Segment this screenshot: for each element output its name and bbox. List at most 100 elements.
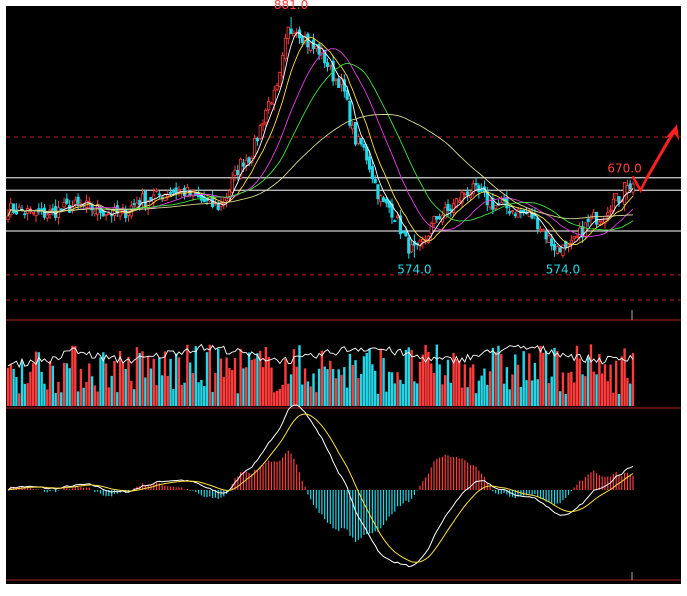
volume-bar <box>528 353 531 406</box>
volume-bar <box>533 362 537 406</box>
volume-bar <box>301 384 304 406</box>
candle-body <box>171 190 175 193</box>
volume-bar <box>166 375 169 406</box>
volume-bar <box>74 346 77 406</box>
candle-body <box>225 197 229 202</box>
candle-body <box>227 190 232 198</box>
volume-bar <box>46 389 49 406</box>
volume-bar <box>362 356 366 406</box>
candle-body <box>104 214 108 217</box>
volume-bar <box>368 348 371 406</box>
volume-bar <box>399 379 402 406</box>
candle-body <box>409 244 414 253</box>
candle-body <box>404 231 408 237</box>
candle-body <box>376 184 380 200</box>
volume-bar <box>312 373 315 406</box>
candle-body <box>552 244 557 251</box>
volume-bar <box>180 384 183 406</box>
candle-body <box>12 203 16 213</box>
candle-body <box>580 226 585 238</box>
candle-body <box>253 137 257 157</box>
candle-body <box>65 198 69 204</box>
volume-bar <box>497 345 500 406</box>
candle-body <box>31 212 35 214</box>
candle-body <box>314 46 318 49</box>
volume-bar <box>600 373 604 406</box>
candle-body <box>449 208 453 212</box>
candle-body <box>488 200 492 208</box>
candle-body <box>281 55 285 77</box>
volume-bar <box>172 389 175 406</box>
volume-bar <box>225 357 228 406</box>
candle-body <box>222 202 226 205</box>
candle-body <box>23 213 27 216</box>
volume-bar <box>289 374 293 406</box>
volume-bar <box>480 375 483 406</box>
candle-body <box>561 244 565 256</box>
volume-bar <box>491 347 495 406</box>
volume-bar <box>132 389 136 406</box>
candle-body <box>93 210 97 215</box>
volume-bar <box>104 363 108 406</box>
candle-body <box>278 72 282 87</box>
candle-body <box>550 238 554 247</box>
volume-bar <box>572 382 576 406</box>
volume-bar <box>57 381 60 406</box>
candle-body <box>68 205 72 213</box>
volume-bar <box>502 383 506 406</box>
volume-bar <box>500 354 503 406</box>
high-label: 881.0 <box>274 0 308 12</box>
candle-body <box>608 209 613 212</box>
candle-body <box>592 212 596 219</box>
volume-bar <box>494 351 497 406</box>
volume-bar <box>231 370 234 406</box>
volume-bar <box>99 357 102 406</box>
volume-bar <box>620 356 623 406</box>
volume-bar <box>124 368 127 406</box>
volume-bar <box>96 391 99 406</box>
volume-bar <box>93 385 97 406</box>
candle-body <box>583 222 587 238</box>
volume-bar <box>427 351 430 406</box>
candle-body <box>51 208 55 211</box>
volume-bar <box>371 364 374 406</box>
volume-bar <box>631 353 635 406</box>
volume-bar <box>247 352 251 406</box>
candle-body <box>348 100 352 126</box>
ma10-line <box>7 36 634 246</box>
volume-bar <box>578 358 581 406</box>
candle-body <box>508 210 512 214</box>
candle-body <box>379 195 383 203</box>
volume-bar <box>287 383 290 406</box>
volume-bar <box>219 358 223 406</box>
volume-bar <box>152 358 155 406</box>
candle-body <box>569 239 573 244</box>
volume-bar <box>508 389 511 406</box>
candle-body <box>283 37 288 60</box>
volume-bar <box>197 382 200 406</box>
candle-body <box>538 228 543 232</box>
volume-bar <box>118 351 122 406</box>
candle-body <box>628 183 632 190</box>
volume-bar <box>558 391 562 406</box>
volume-bar <box>34 351 38 406</box>
candle-body <box>174 187 178 194</box>
candle-body <box>457 200 461 203</box>
candle-body <box>421 239 425 243</box>
volume-bar <box>435 344 439 406</box>
candle-body <box>317 43 321 55</box>
candle-body <box>516 209 520 218</box>
candle-body <box>34 210 38 217</box>
volume-bar <box>214 372 217 406</box>
volume-bar <box>71 345 74 406</box>
candle-body <box>59 208 63 211</box>
volume-bar <box>253 358 256 406</box>
volume-bar <box>228 367 231 406</box>
volume-bar <box>522 351 525 406</box>
volume-bar <box>586 357 590 406</box>
candle-body <box>325 62 330 68</box>
volume-bar <box>292 349 296 406</box>
volume-bar <box>298 345 301 406</box>
volume-bar <box>169 358 172 406</box>
